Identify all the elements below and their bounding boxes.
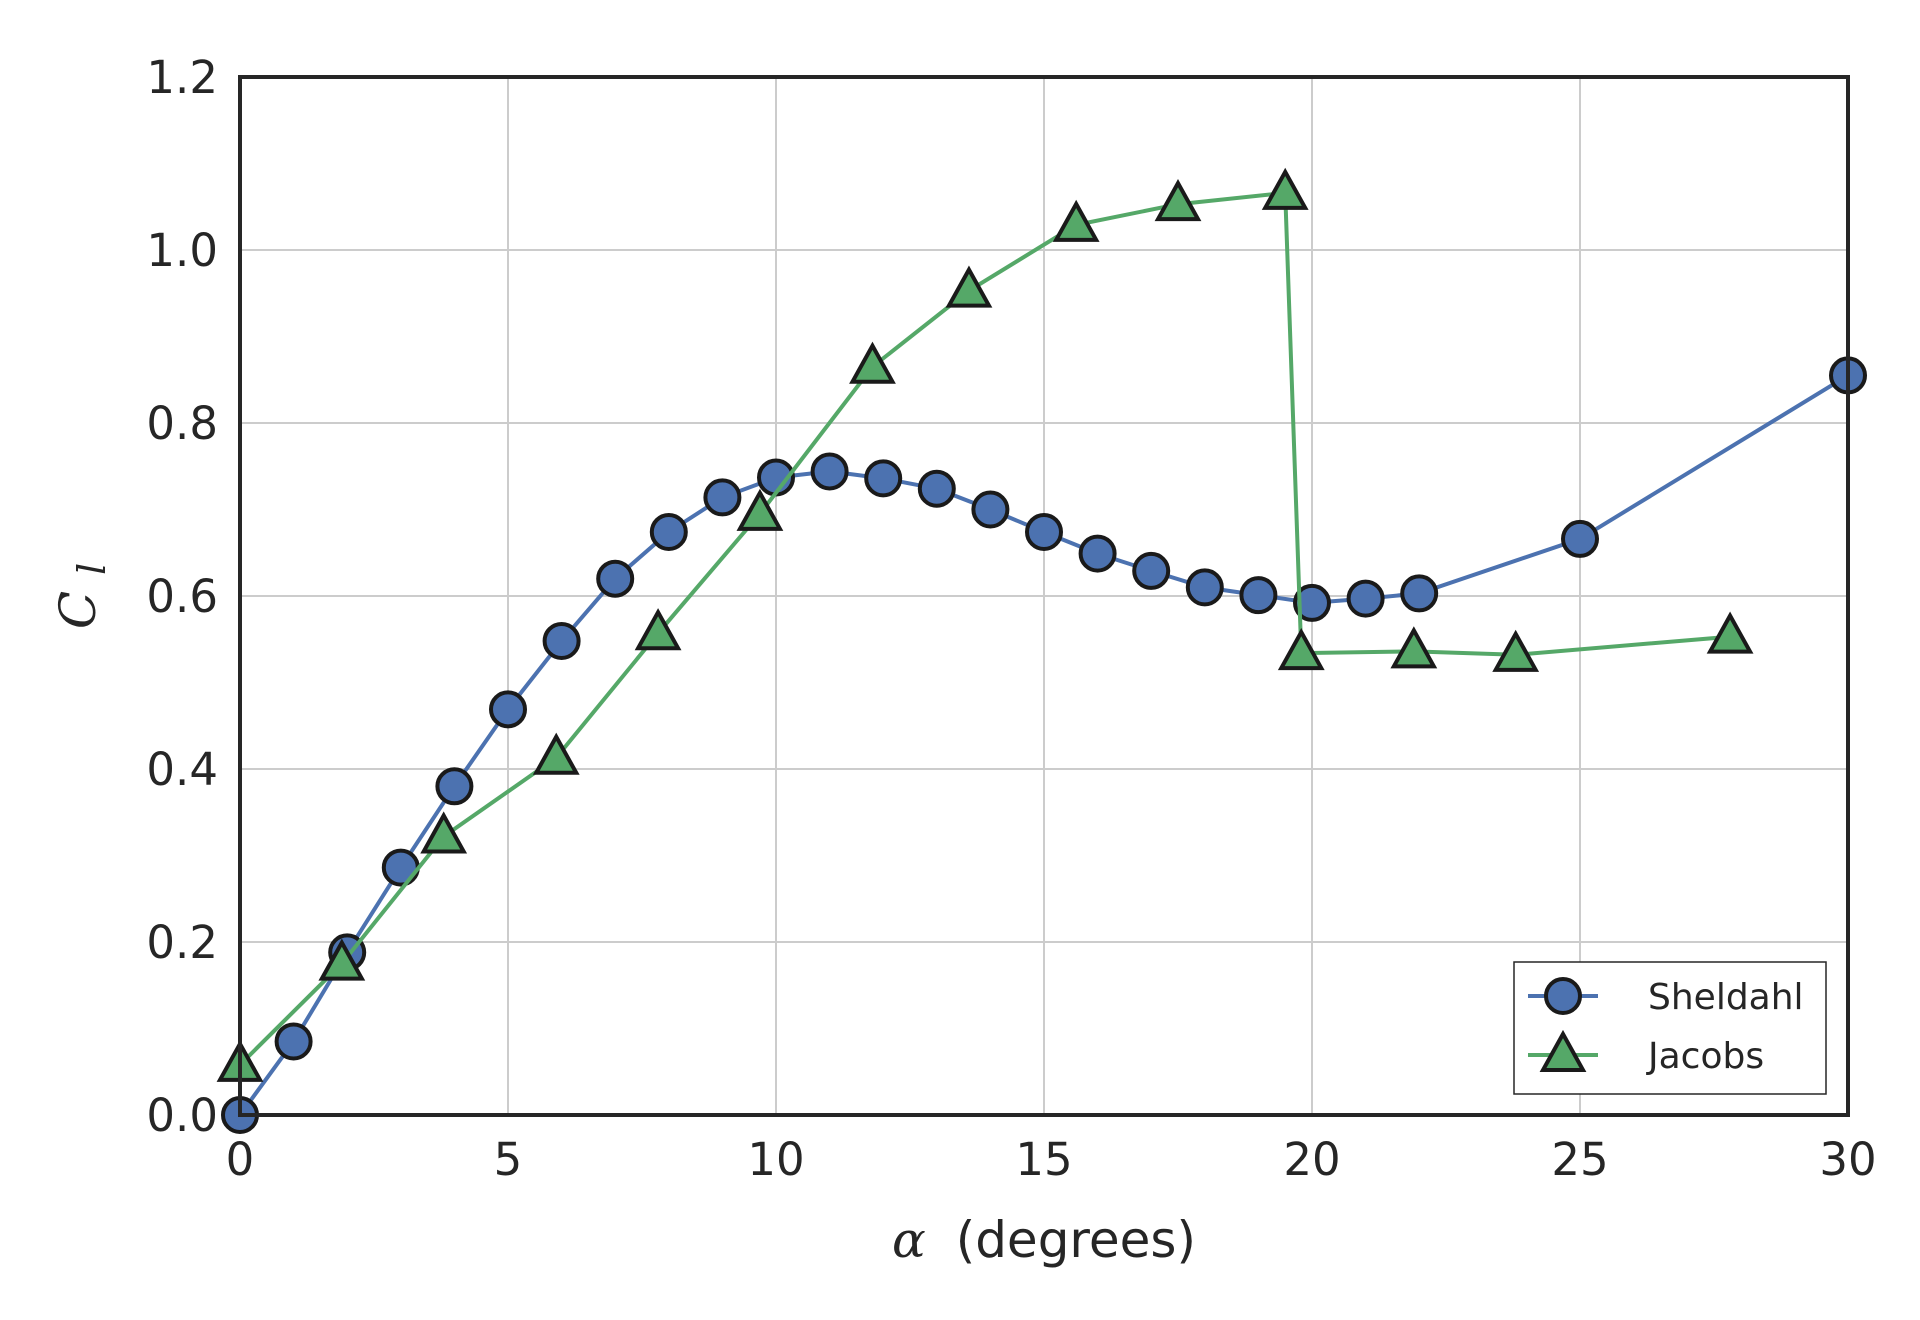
tick-labels: 0 5 10 15 20 25 30 0.0 0.2 0.4 0.6 0.8 1.0 1.2 <box>146 51 1876 1186</box>
data-point-jacobs <box>1492 629 1540 672</box>
data-point-jacobs <box>532 732 580 775</box>
data-point-sheldahl <box>435 767 474 806</box>
data-point-sheldahl <box>1346 579 1385 618</box>
x-tick-label: 10 <box>747 1133 804 1186</box>
legend-marker-jacobs <box>1539 1029 1587 1072</box>
data-point-jacobs <box>1154 179 1202 222</box>
data-point-jacobs <box>736 488 784 531</box>
data-point-jacobs <box>318 938 366 981</box>
data-point-jacobs <box>420 811 468 854</box>
data-point-jacobs <box>1277 627 1325 671</box>
data-point-sheldahl <box>1078 534 1117 573</box>
data-point-sheldahl <box>1239 576 1278 615</box>
data-point-sheldahl <box>381 848 420 887</box>
x-tick-label: 20 <box>1283 1133 1340 1186</box>
data-point-sheldahl <box>542 621 581 660</box>
legend: Sheldahl Jacobs <box>1513 961 1827 1095</box>
data-point-sheldahl <box>1025 512 1063 551</box>
x-axis-label-symbol: α <box>892 1211 926 1269</box>
y-tick-label: 0.2 <box>146 916 218 969</box>
y-tick-label: 0.4 <box>146 743 218 796</box>
x-tick-label: 30 <box>1819 1133 1876 1186</box>
data-point-sheldahl <box>274 1022 313 1061</box>
data-point-jacobs <box>1390 626 1438 669</box>
data-point-sheldahl <box>1132 551 1171 590</box>
series-sheldahl <box>221 356 1867 1134</box>
y-tick-label: 0.0 <box>146 1089 218 1142</box>
data-point-jacobs <box>1706 611 1754 654</box>
data-point-sheldahl <box>1185 568 1224 607</box>
data-point-sheldahl <box>864 459 903 498</box>
x-tick-label: 15 <box>1015 1133 1072 1186</box>
data-point-sheldahl <box>810 452 849 491</box>
data-point-sheldahl <box>703 478 742 517</box>
x-axis-label: α (degrees) <box>892 1211 1196 1269</box>
legend-item-sheldahl: Sheldahl <box>1528 977 1804 1018</box>
data-point-sheldahl <box>1400 574 1439 613</box>
data-point-sheldahl <box>971 490 1010 529</box>
data-point-jacobs <box>634 608 682 651</box>
legend-label-jacobs: Jacobs <box>1646 1036 1764 1077</box>
y-tick-label: 0.6 <box>146 570 218 623</box>
x-tick-label: 25 <box>1551 1133 1608 1186</box>
data-point-sheldahl <box>917 469 956 508</box>
plot-frame <box>238 75 1850 1117</box>
x-axis-label-text: (degrees) <box>956 1211 1196 1269</box>
legend-marker-sheldahl <box>1544 977 1582 1015</box>
data-point-jacobs <box>1052 199 1100 242</box>
data-point-jacobs <box>1261 167 1309 210</box>
data-point-jacobs <box>945 265 993 308</box>
y-axis-label-main: C <box>49 591 107 629</box>
data-point-sheldahl <box>596 559 635 598</box>
data-point-sheldahl <box>1293 583 1331 622</box>
y-axis-label-subscript: l <box>70 563 114 575</box>
series-layer <box>216 167 1867 1134</box>
x-tick-label: 0 <box>226 1133 255 1186</box>
data-point-jacobs <box>849 341 896 384</box>
legend-label-sheldahl: Sheldahl <box>1648 977 1804 1018</box>
x-tick-label: 5 <box>494 1133 523 1186</box>
data-point-sheldahl <box>489 690 527 729</box>
data-point-sheldahl <box>1561 519 1599 558</box>
legend-item-jacobs: Jacobs <box>1528 1029 1764 1077</box>
y-tick-label: 1.0 <box>146 224 218 277</box>
y-tick-label: 0.8 <box>146 397 218 450</box>
y-tick-label: 1.2 <box>146 51 218 104</box>
data-point-sheldahl <box>649 512 688 551</box>
series-jacobs <box>216 167 1754 1082</box>
y-axis-label: C l <box>49 563 114 629</box>
